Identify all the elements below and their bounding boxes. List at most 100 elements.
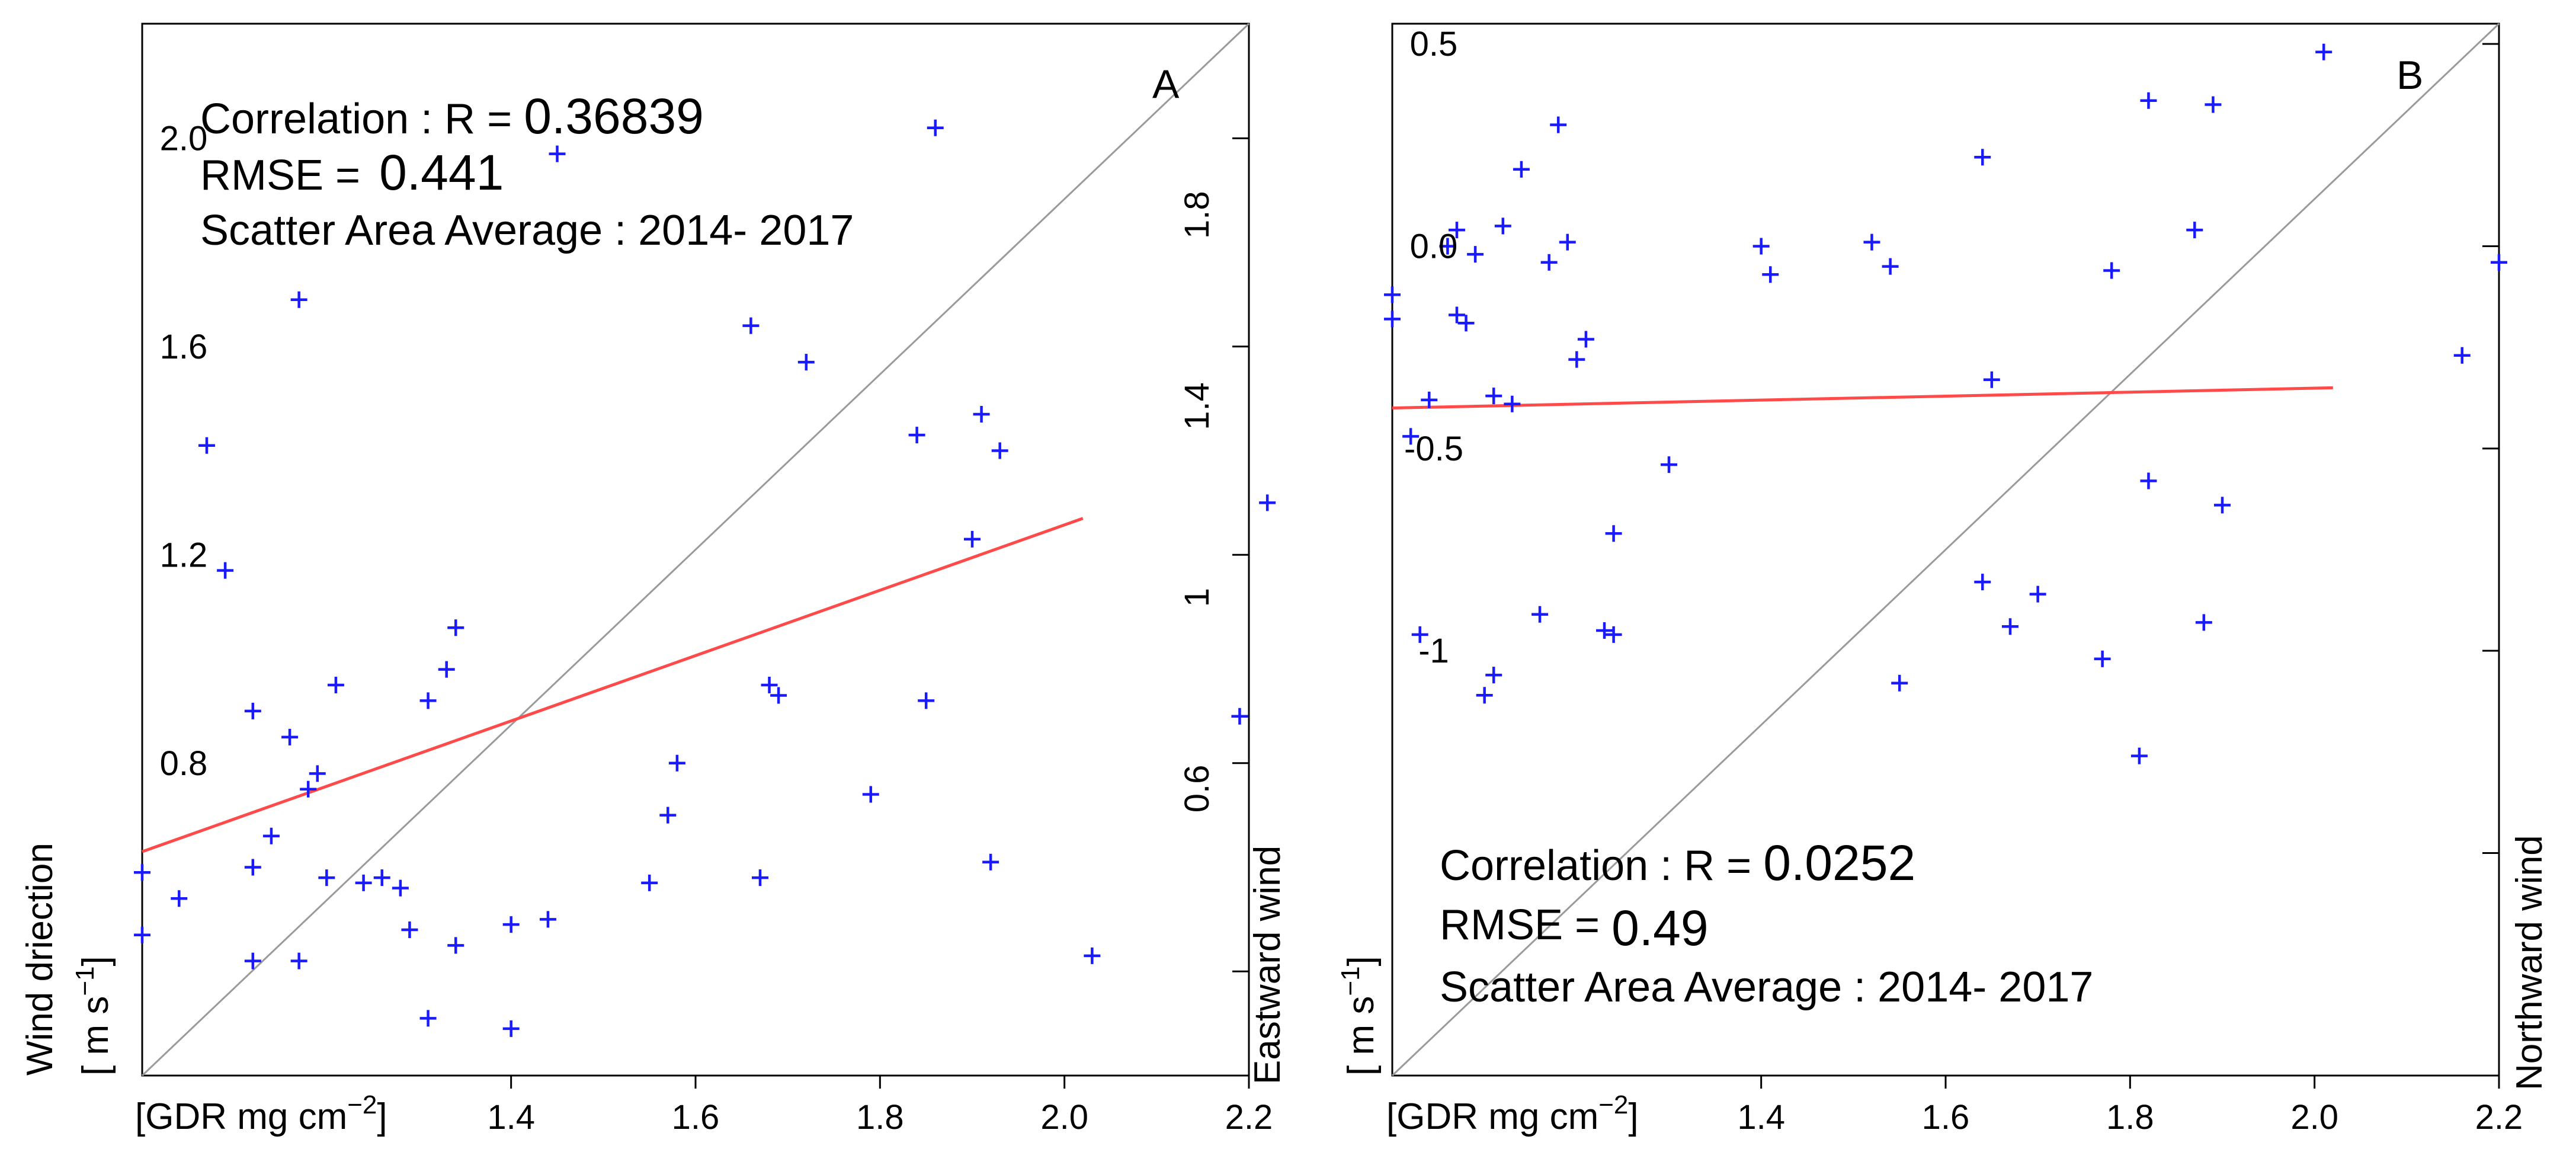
panel-a-point-1	[134, 926, 150, 943]
panel-b-point-40	[2140, 92, 2157, 109]
panel-a-xlabel-text: [GDR mg cm	[135, 1096, 347, 1137]
panel-b-point-35	[2029, 585, 2046, 603]
panel-b-point-0	[1384, 286, 1401, 303]
panel-a-identity-line	[141, 23, 1250, 1077]
panel-b-rmse-label: RMSE =	[1440, 901, 1611, 949]
panel-a-point-37	[862, 786, 879, 803]
panel-b-point-47	[2491, 254, 2507, 271]
panel-a-point-17	[373, 869, 390, 887]
panel-a-point-7	[244, 952, 261, 969]
mid-axis-tick-label-3: 0.6	[1178, 765, 1216, 813]
panel-a-point-47	[1259, 494, 1276, 511]
panel-a-ytick-label-3: 0.8	[160, 744, 208, 783]
panel-b-point-36	[2094, 650, 2111, 667]
panel-a-point-10	[290, 952, 307, 969]
panel-a-point-23	[447, 619, 464, 636]
panel-a-point-31	[668, 754, 685, 772]
panel-a-point-32	[742, 317, 760, 334]
panel-b-point-33	[1983, 371, 2000, 388]
panel-b-annotations: Correlation : R = 0.0252 RMSE = 0.49 Sca…	[1440, 835, 2093, 1011]
panel-a-label: A	[1152, 62, 1180, 107]
panel-a-point-28	[549, 145, 566, 162]
panel-b-point-45	[2315, 43, 2333, 60]
panel-b-rmse-value: 0.49	[1611, 900, 1709, 956]
panel-a-point-0	[134, 864, 150, 881]
panel-a-point-35	[770, 687, 787, 704]
panel-b-xtick-label-2: 1.8	[2106, 1098, 2154, 1137]
panel-a-point-30	[659, 807, 677, 824]
panel-a-ylabel-sup: −1	[71, 967, 100, 996]
panel-b-data-layer	[1384, 23, 2507, 1077]
panel-a-rmse: RMSE = 0.441	[200, 145, 504, 200]
panel-b-point-37	[2103, 262, 2120, 279]
panel-a-xtick-label-3: 2.0	[1040, 1098, 1088, 1137]
panel-b-point-6	[1448, 222, 1465, 239]
panel-b-point-39	[2140, 472, 2157, 489]
panel-b-point-42	[2195, 614, 2212, 631]
panel-a-ylabel-close: ]	[75, 956, 116, 966]
panel-b-identity-line	[1391, 23, 2500, 1077]
panel-b-point-44	[2214, 497, 2231, 514]
mid-axis-tick-label-0: 1.8	[1178, 191, 1216, 239]
panel-b-ylabel: [ m s−1]	[1336, 956, 1382, 1076]
panel-a-correlation-label: Correlation : R =	[200, 95, 524, 143]
panel-b-correlation: Correlation : R = 0.0252	[1440, 835, 1915, 891]
panel-a-point-21	[419, 1010, 437, 1027]
panel-a-point-26	[502, 1020, 520, 1037]
panel-a-correlation-value: 0.36839	[524, 88, 704, 144]
panel-b-ylabel-sup: −1	[1336, 967, 1365, 996]
panel-b-point-18	[1550, 116, 1567, 133]
panel-a-point-12	[300, 780, 317, 798]
panel-b-point-24	[1605, 525, 1622, 542]
panel-b-point-20	[1568, 351, 1585, 368]
panel-b-rmse: RMSE = 0.49	[1440, 900, 1709, 956]
panel-a-point-5	[244, 859, 261, 876]
panel-a-ytick-label-1: 1.6	[160, 328, 208, 366]
panel-b-point-10	[1476, 687, 1493, 704]
panel-b-xlabel-text: [GDR mg cm	[1386, 1096, 1598, 1137]
panel-b-ylabel-unit: [ m s	[1341, 996, 1382, 1076]
panel-b-ytick-label-0: 0.5	[1410, 25, 1458, 63]
panel-b-point-25	[1661, 456, 1677, 473]
panel-a-point-14	[318, 869, 335, 887]
panel-b-point-31	[1974, 574, 1991, 591]
panel-a-xtick-label-4: 2.2	[1225, 1098, 1273, 1137]
panel-b-point-9	[1467, 246, 1484, 263]
panel-b-point-8	[1457, 315, 1475, 332]
panel-a-point-9	[281, 728, 299, 745]
panel-a-ytick-label-2: 1.2	[160, 536, 208, 574]
panel-b-point-43	[2205, 96, 2222, 113]
panel-b-point-38	[2130, 747, 2148, 764]
panel-b-ytick-label-3: -1	[1418, 632, 1449, 670]
panel-a-point-4	[217, 562, 234, 579]
panel-a-ylabel-unit: [ m s	[75, 996, 116, 1076]
panel-a-ylabel-line1: Wind driection	[20, 843, 60, 1076]
panel-a-regression-line	[142, 517, 1084, 853]
mid-axis-tick-label-2: 1	[1178, 588, 1216, 607]
panel-a-point-40	[927, 119, 944, 136]
panel-a-xlabel-close: ]	[377, 1096, 387, 1137]
panel-b-point-30	[1891, 674, 1908, 692]
panel-a-xlabel-sup: −2	[347, 1090, 377, 1119]
panel-a-point-44	[991, 442, 1008, 459]
panel-b-point-22	[1596, 622, 1613, 639]
panel-a-point-13	[309, 765, 326, 782]
panel-b-point-41	[2186, 222, 2203, 239]
panel-a-rmse-label: RMSE =	[200, 152, 372, 199]
panel-a-correlation: Correlation : R = 0.36839	[200, 88, 704, 144]
panel-b-point-15	[1513, 161, 1530, 178]
panel-a-period: Scatter Area Average : 2014- 2017	[200, 207, 854, 254]
panel-b-label: B	[2396, 53, 2423, 98]
panel-b-regression-line	[1392, 386, 2333, 410]
panel-a-point-25	[502, 916, 520, 933]
panel-a-point-19	[401, 921, 418, 938]
panel-a-xlabel: [GDR mg cm−2]	[135, 1090, 387, 1137]
panel-b-xlabel-close: ]	[1628, 1096, 1638, 1137]
panel-b-point-29	[1882, 258, 1899, 275]
panel-b-point-23	[1605, 626, 1622, 643]
panel-b-xtick-label-4: 2.2	[2475, 1098, 2523, 1137]
panel-a-ylabel-line2: [ m s−1]	[71, 956, 116, 1076]
panel-a-point-20	[419, 692, 437, 709]
panel-b-xlabel-sup: −2	[1598, 1090, 1628, 1119]
